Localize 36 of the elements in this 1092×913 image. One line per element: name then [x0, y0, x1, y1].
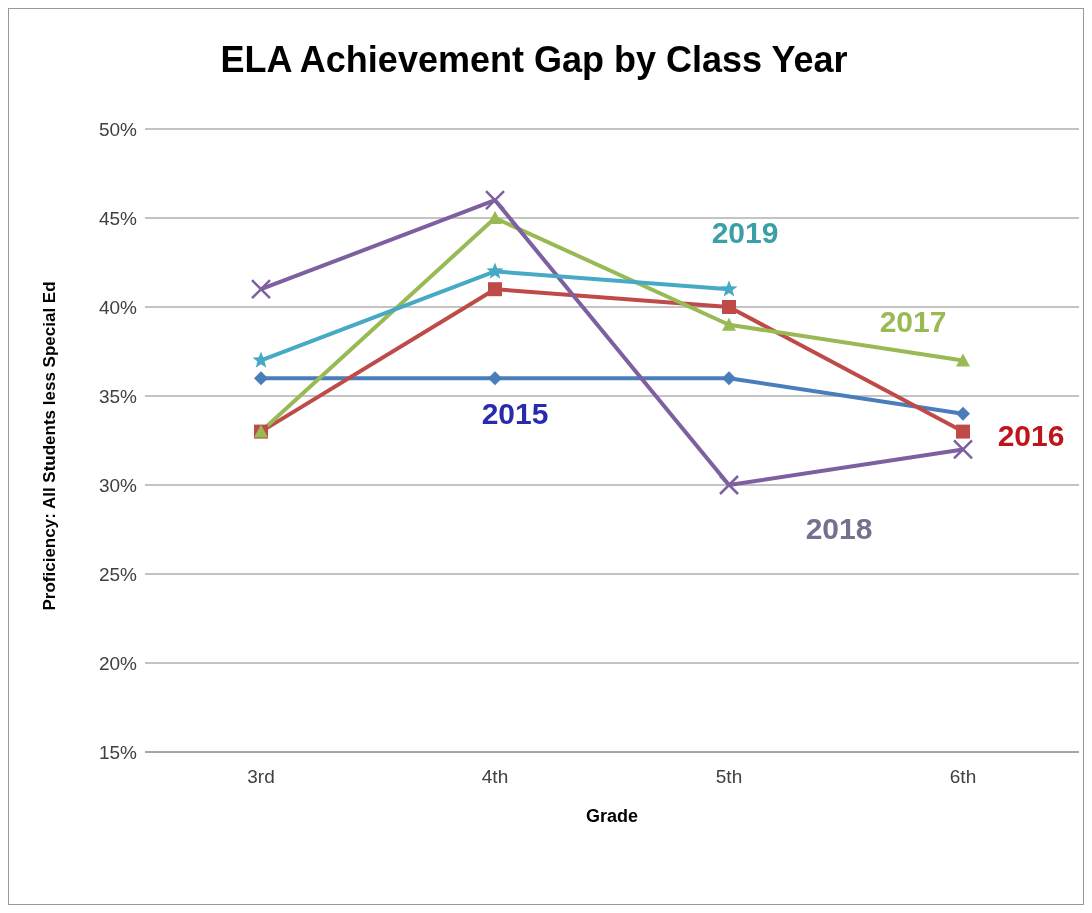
x-tick-label: 5th [715, 766, 743, 788]
point [488, 211, 502, 224]
series-label: 2018 [805, 511, 873, 545]
series-label: 2015 [481, 397, 549, 431]
point [488, 282, 502, 297]
point [486, 262, 504, 279]
y-tick-label: 40% [98, 296, 138, 318]
y-axis-title: Proficiency: All Students less Special Ed [40, 281, 60, 611]
y-tick-label: 25% [98, 563, 138, 585]
x-tick-label: 3rd [247, 766, 275, 788]
point [254, 371, 268, 386]
point [722, 371, 736, 386]
y-tick-label: 50% [98, 118, 138, 140]
series-label: 2016 [997, 418, 1065, 452]
point [956, 353, 970, 367]
point [722, 317, 736, 331]
x-tick-label: 6th [949, 766, 977, 788]
y-tick-label: 30% [98, 474, 138, 496]
y-tick-label: 20% [98, 652, 138, 674]
point [488, 371, 502, 386]
point [718, 474, 740, 496]
point [956, 424, 970, 439]
y-tick-label: 15% [98, 741, 138, 763]
series-label: 2017 [879, 305, 947, 339]
point [484, 189, 506, 211]
series-label: 2019 [711, 216, 779, 250]
point [956, 406, 970, 421]
x-axis-title: Grade [585, 806, 639, 826]
y-tick-label: 45% [98, 207, 138, 229]
point [250, 278, 272, 300]
x-tick-label: 4th [481, 766, 509, 788]
point [722, 300, 736, 314]
point [720, 280, 738, 297]
point [952, 439, 974, 460]
y-tick-label: 35% [98, 385, 138, 407]
chart-title: ELA Achievement Gap by Class Year [219, 39, 849, 81]
